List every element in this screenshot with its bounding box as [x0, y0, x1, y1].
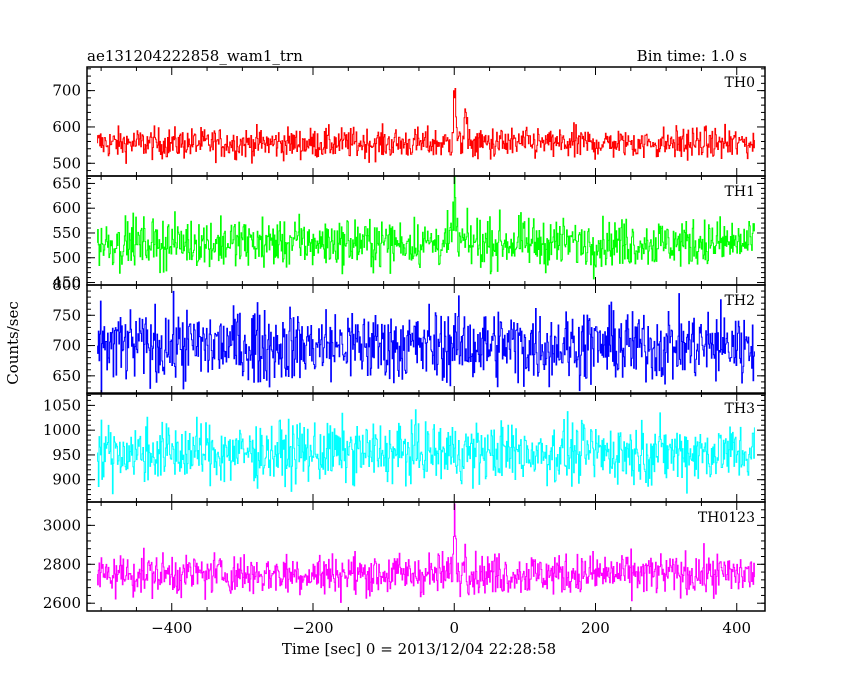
y-tick-label: 3000 — [43, 516, 81, 534]
y-tick-label: 700 — [52, 337, 81, 355]
x-axis-title: Time [sec] 0 = 2013/12/04 22:28:58 — [282, 640, 556, 658]
x-tick-label: 0 — [449, 619, 459, 637]
y-tick-label: 1050 — [43, 396, 81, 414]
series-line-th2 — [97, 290, 755, 394]
y-tick-label: 2800 — [43, 555, 81, 573]
panel-label: TH0 — [725, 75, 755, 91]
panel-label: TH1 — [725, 184, 755, 200]
y-tick-label: 600 — [52, 199, 81, 217]
y-tick-label: 550 — [52, 224, 81, 242]
y-tick-label: 450 — [52, 274, 81, 292]
panel-th0: 500 600 700 TH0 — [52, 66, 766, 177]
y-tick-label: 500 — [52, 249, 81, 267]
y-tick-label: 650 — [52, 174, 81, 192]
panel-frame — [86, 501, 766, 612]
panel-label: TH0123 — [698, 510, 755, 526]
y-tick-label: 800 — [52, 276, 81, 294]
y-tick-label: 600 — [52, 118, 81, 136]
bin-time-label: Bin time: 1.0 s — [637, 47, 747, 65]
y-axis-title: Counts/sec — [4, 301, 22, 385]
y-tick-label: 750 — [52, 306, 81, 324]
y-tick-label: 950 — [52, 446, 81, 464]
y-tick-label: 700 — [52, 82, 81, 100]
y-tick-label: 2600 — [43, 594, 81, 612]
panels-group: 500 600 700 TH0 450 500 550 600 650 TH1 650 700 750 8… — [43, 66, 766, 637]
x-tick-label: −200 — [292, 619, 333, 637]
panel-th2: 650 700 750 800 TH2 — [52, 276, 766, 395]
series-line-th3 — [97, 409, 755, 495]
y-tick-label: 500 — [52, 154, 81, 172]
panel-th1: 450 500 550 600 650 TH1 — [52, 174, 766, 292]
x-tick-label: 400 — [722, 619, 751, 637]
series-line-th0123 — [97, 503, 755, 603]
panel-label: TH2 — [725, 293, 755, 309]
panel-th3: 900 950 1000 1050 TH3 — [43, 392, 766, 503]
series-line-th0 — [97, 88, 755, 164]
chart-title: ae131204222858_wam1_trn — [87, 47, 303, 65]
panel-th0123: 2600 2800 3000 TH0123 — [43, 501, 766, 612]
x-tick-label: 200 — [581, 619, 610, 637]
y-tick-label: 1000 — [43, 421, 81, 439]
panel-frame — [86, 66, 766, 177]
y-tick-label: 900 — [52, 471, 81, 489]
panel-label: TH3 — [725, 401, 755, 417]
x-tick-label: −400 — [151, 619, 192, 637]
y-tick-label: 650 — [52, 367, 81, 385]
panel-frame — [86, 175, 766, 286]
series-line-th1 — [97, 176, 755, 280]
